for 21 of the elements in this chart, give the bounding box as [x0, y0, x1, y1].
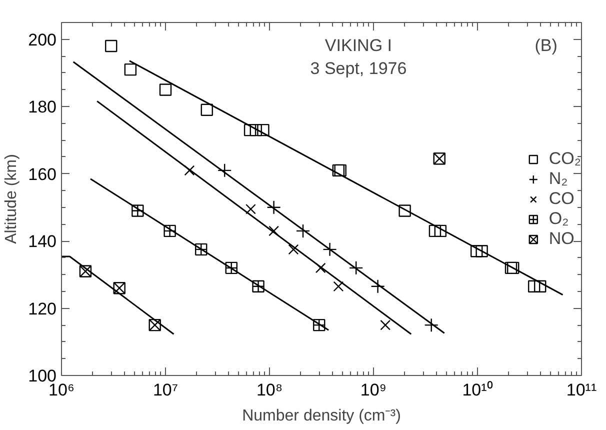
x-tick-label: 10⁸	[256, 380, 283, 400]
x-axis-title: Number density (cm⁻³)	[242, 408, 401, 424]
legend-label: O₂	[548, 208, 569, 228]
x-tick-label: 10⁹	[360, 380, 387, 400]
annotation: 3 Sept, 1976	[310, 58, 407, 78]
y-tick-label: 120	[28, 299, 57, 318]
x-tick-label: 10⁷	[152, 380, 178, 400]
x-tick-label: 10¹¹	[566, 380, 597, 400]
legend-label: CO	[548, 188, 574, 208]
y-tick-label: 140	[28, 232, 57, 252]
y-axis-title: Altitude (km)	[3, 154, 20, 244]
annotation: VIKING I	[324, 36, 392, 55]
legend-label: N₂	[548, 168, 569, 188]
y-tick-label: 180	[28, 98, 57, 117]
y-tick-label: 200	[28, 30, 57, 50]
legend-label: NO	[548, 228, 574, 248]
x-tick-label: 10⁶	[48, 380, 74, 400]
annotation: (B)	[534, 36, 558, 55]
legend-label: CO₂	[548, 148, 581, 168]
y-tick-label: 160	[28, 164, 57, 184]
x-tick-label: 10¹⁰	[462, 380, 493, 400]
